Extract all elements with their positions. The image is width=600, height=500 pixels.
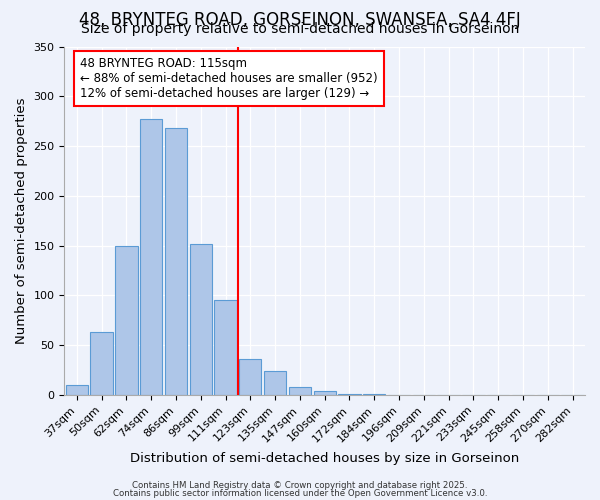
Text: Size of property relative to semi-detached houses in Gorseinon: Size of property relative to semi-detach…	[81, 22, 519, 36]
Bar	[239, 359, 262, 395]
Bar	[363, 394, 385, 395]
Text: Contains public sector information licensed under the Open Government Licence v3: Contains public sector information licen…	[113, 488, 487, 498]
Text: 48 BRYNTEG ROAD: 115sqm
← 88% of semi-detached houses are smaller (952)
12% of s: 48 BRYNTEG ROAD: 115sqm ← 88% of semi-de…	[80, 57, 377, 100]
Bar	[65, 385, 88, 395]
Bar	[314, 391, 336, 395]
Text: Contains HM Land Registry data © Crown copyright and database right 2025.: Contains HM Land Registry data © Crown c…	[132, 481, 468, 490]
Bar	[115, 246, 137, 395]
Y-axis label: Number of semi-detached properties: Number of semi-detached properties	[15, 98, 28, 344]
Bar	[190, 244, 212, 395]
Bar	[214, 300, 236, 395]
Bar	[338, 394, 361, 395]
Bar	[264, 371, 286, 395]
Text: 48, BRYNTEG ROAD, GORSEINON, SWANSEA, SA4 4FJ: 48, BRYNTEG ROAD, GORSEINON, SWANSEA, SA…	[79, 11, 521, 29]
X-axis label: Distribution of semi-detached houses by size in Gorseinon: Distribution of semi-detached houses by …	[130, 452, 520, 465]
Bar	[91, 332, 113, 395]
Bar	[289, 387, 311, 395]
Bar	[165, 128, 187, 395]
Bar	[140, 119, 163, 395]
